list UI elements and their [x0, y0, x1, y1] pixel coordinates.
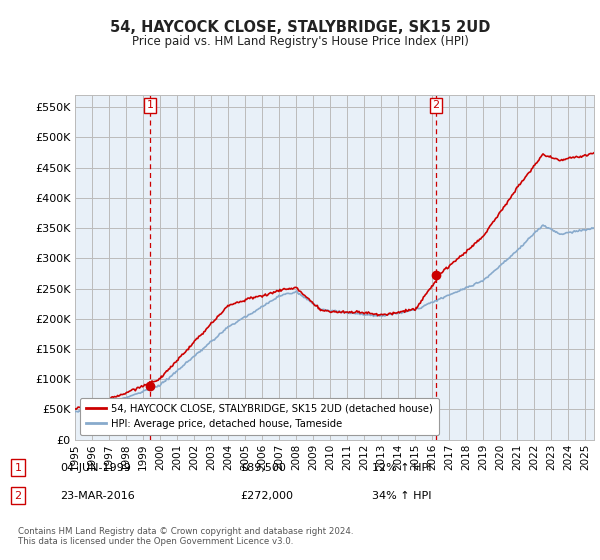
Text: 2: 2 — [433, 100, 440, 110]
Text: 1: 1 — [147, 100, 154, 110]
Text: 12% ↑ HPI: 12% ↑ HPI — [372, 463, 431, 473]
Text: 23-MAR-2016: 23-MAR-2016 — [60, 491, 135, 501]
Text: 34% ↑ HPI: 34% ↑ HPI — [372, 491, 431, 501]
Text: 04-JUN-1999: 04-JUN-1999 — [60, 463, 131, 473]
Text: Price paid vs. HM Land Registry's House Price Index (HPI): Price paid vs. HM Land Registry's House … — [131, 35, 469, 48]
Legend: 54, HAYCOCK CLOSE, STALYBRIDGE, SK15 2UD (detached house), HPI: Average price, d: 54, HAYCOCK CLOSE, STALYBRIDGE, SK15 2UD… — [80, 398, 439, 435]
Text: 1: 1 — [14, 463, 22, 473]
Text: £272,000: £272,000 — [240, 491, 293, 501]
Text: £89,500: £89,500 — [240, 463, 286, 473]
Text: 54, HAYCOCK CLOSE, STALYBRIDGE, SK15 2UD: 54, HAYCOCK CLOSE, STALYBRIDGE, SK15 2UD — [110, 20, 490, 35]
Text: Contains HM Land Registry data © Crown copyright and database right 2024.
This d: Contains HM Land Registry data © Crown c… — [18, 526, 353, 546]
Text: 2: 2 — [14, 491, 22, 501]
